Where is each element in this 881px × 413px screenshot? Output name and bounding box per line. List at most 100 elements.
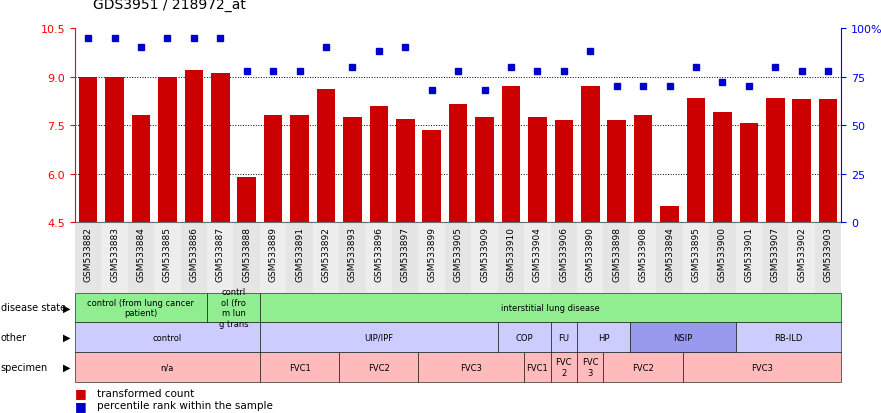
Text: GSM533906: GSM533906 bbox=[559, 226, 568, 281]
Bar bbox=[339, 223, 366, 293]
Text: GSM533889: GSM533889 bbox=[269, 226, 278, 281]
Bar bbox=[687, 98, 705, 223]
Bar bbox=[423, 131, 440, 223]
Bar bbox=[740, 124, 758, 223]
Text: FVC3: FVC3 bbox=[751, 363, 773, 372]
Bar bbox=[762, 223, 788, 293]
Text: interstitial lung disease: interstitial lung disease bbox=[501, 303, 600, 312]
Bar bbox=[233, 223, 260, 293]
Text: FVC
3: FVC 3 bbox=[582, 358, 598, 377]
Bar bbox=[714, 113, 731, 223]
Bar bbox=[524, 223, 551, 293]
Text: GSM533904: GSM533904 bbox=[533, 226, 542, 281]
Bar bbox=[238, 178, 256, 223]
Bar bbox=[581, 87, 599, 223]
Bar bbox=[370, 107, 388, 223]
Text: FU: FU bbox=[559, 333, 569, 342]
Bar bbox=[736, 223, 762, 293]
Bar bbox=[211, 74, 229, 223]
Text: GSM533908: GSM533908 bbox=[639, 226, 648, 281]
Text: GSM533898: GSM533898 bbox=[612, 226, 621, 281]
Text: FVC2: FVC2 bbox=[368, 363, 389, 372]
Bar bbox=[286, 223, 313, 293]
Text: NSIP: NSIP bbox=[673, 333, 692, 342]
Text: ▶: ▶ bbox=[63, 332, 70, 342]
Bar bbox=[106, 77, 123, 223]
Bar bbox=[313, 223, 339, 293]
Text: GSM533905: GSM533905 bbox=[454, 226, 463, 281]
Text: GSM533885: GSM533885 bbox=[163, 226, 172, 281]
Text: specimen: specimen bbox=[1, 362, 48, 372]
Bar bbox=[185, 71, 203, 223]
Text: RB-ILD: RB-ILD bbox=[774, 333, 803, 342]
Bar bbox=[630, 223, 656, 293]
Bar bbox=[448, 105, 467, 223]
Bar bbox=[396, 119, 414, 223]
Text: GSM533882: GSM533882 bbox=[84, 226, 93, 281]
Text: GSM533900: GSM533900 bbox=[718, 226, 727, 281]
Text: GSM533909: GSM533909 bbox=[480, 226, 489, 281]
Bar bbox=[683, 223, 709, 293]
Bar bbox=[709, 223, 736, 293]
Bar bbox=[656, 223, 683, 293]
Bar bbox=[75, 223, 101, 293]
Text: GSM533895: GSM533895 bbox=[692, 226, 700, 281]
Text: contrl
ol (fro
m lun
g trans: contrl ol (fro m lun g trans bbox=[218, 287, 248, 328]
Text: ▶: ▶ bbox=[63, 362, 70, 372]
Text: GSM533890: GSM533890 bbox=[586, 226, 595, 281]
Bar bbox=[79, 77, 98, 223]
Bar bbox=[445, 223, 471, 293]
Bar bbox=[159, 77, 176, 223]
Text: GSM533893: GSM533893 bbox=[348, 226, 357, 281]
Text: control: control bbox=[152, 333, 182, 342]
Bar bbox=[792, 100, 811, 223]
Text: GSM533910: GSM533910 bbox=[507, 226, 515, 281]
Bar bbox=[815, 223, 841, 293]
Text: GSM533884: GSM533884 bbox=[137, 226, 145, 281]
Text: GSM533903: GSM533903 bbox=[824, 226, 833, 281]
Text: GSM533892: GSM533892 bbox=[322, 226, 330, 281]
Bar bbox=[607, 121, 626, 223]
Bar bbox=[577, 223, 603, 293]
Bar bbox=[766, 98, 784, 223]
Bar bbox=[661, 206, 678, 223]
Text: GSM533894: GSM533894 bbox=[665, 226, 674, 281]
Bar bbox=[366, 223, 392, 293]
Bar bbox=[260, 223, 286, 293]
Text: GSM533899: GSM533899 bbox=[427, 226, 436, 281]
Text: FVC3: FVC3 bbox=[461, 363, 482, 372]
Bar bbox=[128, 223, 154, 293]
Bar bbox=[418, 223, 445, 293]
Text: GSM533902: GSM533902 bbox=[797, 226, 806, 281]
Text: disease state: disease state bbox=[1, 303, 66, 313]
Bar bbox=[476, 118, 493, 223]
Bar bbox=[291, 116, 308, 223]
Text: GSM533888: GSM533888 bbox=[242, 226, 251, 281]
Text: GSM533901: GSM533901 bbox=[744, 226, 753, 281]
Bar bbox=[555, 121, 573, 223]
Bar bbox=[471, 223, 498, 293]
Text: GSM533891: GSM533891 bbox=[295, 226, 304, 281]
Text: transformed count: transformed count bbox=[97, 388, 194, 398]
Text: FVC1: FVC1 bbox=[527, 363, 548, 372]
Text: ▶: ▶ bbox=[63, 303, 70, 313]
Text: percentile rank within the sample: percentile rank within the sample bbox=[97, 400, 273, 410]
Text: GSM533887: GSM533887 bbox=[216, 226, 225, 281]
Text: other: other bbox=[1, 332, 27, 342]
Bar bbox=[551, 223, 577, 293]
Text: GSM533886: GSM533886 bbox=[189, 226, 198, 281]
Bar bbox=[207, 223, 233, 293]
Bar bbox=[603, 223, 630, 293]
Text: GDS3951 / 218972_at: GDS3951 / 218972_at bbox=[93, 0, 246, 12]
Bar bbox=[154, 223, 181, 293]
Text: COP: COP bbox=[515, 333, 533, 342]
Bar bbox=[819, 100, 837, 223]
Bar bbox=[528, 118, 546, 223]
Text: n/a: n/a bbox=[160, 363, 174, 372]
Bar bbox=[502, 87, 520, 223]
Bar bbox=[132, 116, 150, 223]
Text: GSM533896: GSM533896 bbox=[374, 226, 383, 281]
Text: ■: ■ bbox=[75, 387, 86, 399]
Bar bbox=[498, 223, 524, 293]
Text: FVC2: FVC2 bbox=[633, 363, 654, 372]
